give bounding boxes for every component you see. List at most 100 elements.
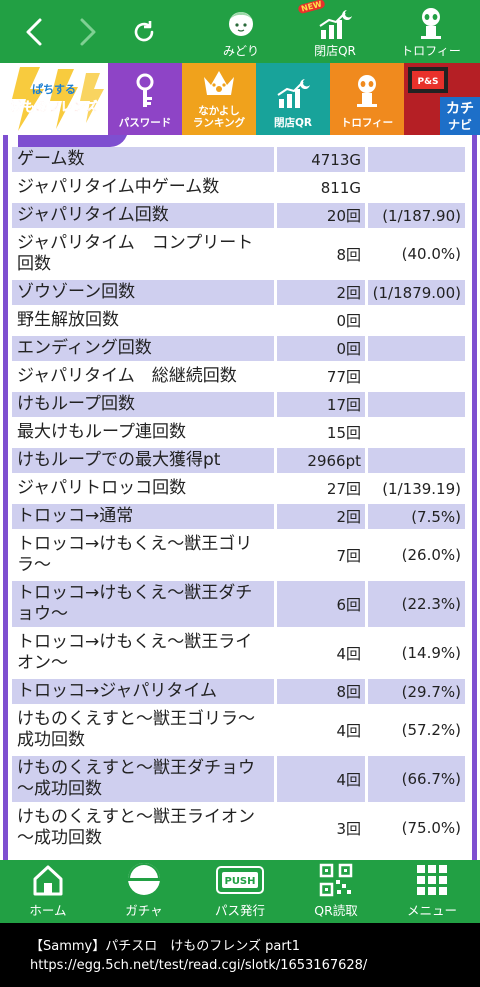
row-ratio [368, 336, 465, 361]
top-item-label: 閉店QR [314, 44, 356, 58]
row-label: 最大けもループ連回数 [12, 420, 274, 445]
table-row: ジャパリトロッコ回数 27回 (1/139.19) [12, 476, 468, 501]
row-value: 8回 [277, 231, 365, 277]
row-value: 27回 [277, 476, 365, 501]
row-label: ジャパリタイム 総継続回数 [12, 364, 274, 389]
row-label: 野生解放回数 [12, 308, 274, 333]
row-value: 4回 [277, 756, 365, 802]
nav-gacha[interactable]: ガチャ [96, 860, 192, 923]
menu-label: パスワード [118, 117, 172, 129]
nav-label: ホーム [29, 903, 67, 918]
row-ratio [368, 308, 465, 333]
svg-text:P&S: P&S [418, 77, 439, 87]
row-label: けものくえすと～獣王ゴリラ～成功回数 [12, 707, 274, 753]
table-row: ゾウゾーン回数 2回 (1/1879.00) [12, 280, 468, 305]
row-ratio: (22.3%) [368, 581, 465, 627]
row-ratio: (57.2%) [368, 707, 465, 753]
table-row: ジャパリタイム 総継続回数 77回 [12, 364, 468, 389]
top-item-label: みどり [222, 44, 259, 58]
qr-code-icon [319, 863, 353, 897]
top-item-trophy[interactable]: トロフィー [386, 4, 476, 60]
table-row: 最大けもループ連回数 15回 [12, 420, 468, 445]
row-label: トロッコ→通常 [12, 504, 274, 529]
row-ratio: (1/187.90) [368, 203, 465, 228]
nav-pass[interactable]: PUSH パス発行 [192, 860, 288, 923]
stats-table: ゲーム数 4713G ジャパリタイム中ゲーム数 811G ジャパリタイム回数 20回 (1/… [12, 147, 468, 854]
row-value: 2回 [277, 504, 365, 529]
forward-button[interactable] [68, 12, 108, 52]
chart-moon-icon [277, 79, 310, 108]
table-row: トロッコ→通常 2回 (7.5%) [12, 504, 468, 529]
section-header-tab [18, 135, 128, 147]
table-row: トロッコ→ジャパリタイム 8回 (29.7%) [12, 679, 468, 704]
menu-strip: ぱちする けものフレンズ パスワード なかよし ランキング [0, 63, 480, 135]
menu-grid-icon [417, 865, 447, 895]
svg-text:けものフレンズ: けものフレンズ [10, 99, 98, 114]
row-value: 8回 [277, 679, 365, 704]
menu-closing-qr[interactable]: 閉店QR [256, 63, 330, 135]
table-row: トロッコ→けもくえ～獣王ゴリラ～ 7回 (26.0%) [12, 532, 468, 578]
back-button[interactable] [14, 12, 54, 52]
table-row: けもループ回数 17回 [12, 392, 468, 417]
push-button-icon: PUSH [216, 866, 264, 894]
menu-password[interactable]: パスワード [108, 63, 182, 135]
game-logo[interactable]: ぱちする けものフレンズ [0, 63, 108, 135]
trophy-character-icon [357, 75, 377, 107]
table-row: けもループでの最大獲得pt 2966pt [12, 448, 468, 473]
chevron-right-icon [80, 18, 96, 46]
kemono-friends-logo-icon: ぱちする けものフレンズ [0, 63, 108, 135]
row-label: ジャパリトロッコ回数 [12, 476, 274, 501]
table-row: ジャパリタイム コンプリート回数 8回 (40.0%) [12, 231, 468, 277]
character-icon [229, 12, 253, 36]
row-value: 4回 [277, 630, 365, 676]
nav-qr-reader[interactable]: QR読取 [288, 860, 384, 923]
reload-button[interactable] [124, 12, 164, 52]
table-row: けものくえすと～獣王ゴリラ～成功回数 4回 (57.2%) [12, 707, 468, 753]
row-label: ゲーム数 [12, 147, 274, 172]
svg-text:ぱちする: ぱちする [32, 82, 76, 96]
row-ratio: (29.7%) [368, 679, 465, 704]
nav-label: ガチャ [125, 903, 163, 918]
top-item-label: トロフィー [401, 44, 461, 58]
row-label: ゾウゾーン回数 [12, 280, 274, 305]
nav-label: QR読取 [314, 903, 358, 918]
row-label: ジャパリタイム中ゲーム数 [12, 175, 274, 200]
svg-text:PUSH: PUSH [224, 876, 255, 887]
nav-home[interactable]: ホーム [0, 860, 96, 923]
caption-title: 【Sammy】パチスロ けものフレンズ part1 [30, 939, 301, 954]
row-label: けものくえすと～獣王ダチョウ～成功回数 [12, 756, 274, 802]
menu-trophy[interactable]: トロフィー [330, 63, 404, 135]
data-table-panel: ゲーム数 4713G ジャパリタイム中ゲーム数 811G ジャパリタイム回数 20回 (1/… [0, 135, 480, 860]
nav-menu[interactable]: メニュー [384, 860, 480, 923]
menu-kachinavi[interactable]: P&S カチ ナビ [404, 63, 480, 135]
row-value: 4回 [277, 707, 365, 753]
menu-label: トロフィー [340, 117, 394, 129]
table-row: エンディング回数 0回 [12, 336, 468, 361]
svg-text:ナビ: ナビ [448, 117, 472, 132]
row-ratio: (66.7%) [368, 756, 465, 802]
chevron-left-icon [26, 18, 42, 46]
row-ratio [368, 147, 465, 172]
nav-label: メニュー [406, 903, 457, 918]
menu-label: なかよし ランキング [192, 105, 246, 129]
nav-label: パス発行 [214, 903, 265, 918]
table-row: けものくえすと～獣王ライオン～成功回数 3回 (75.0%) [12, 805, 468, 851]
row-label: エンディング回数 [12, 336, 274, 361]
row-value: 20回 [277, 203, 365, 228]
row-label: トロッコ→ジャパリタイム [12, 679, 274, 704]
menu-ranking[interactable]: なかよし ランキング [182, 63, 256, 135]
top-bar: みどり NEW 閉店QR トロフィー [0, 0, 480, 63]
row-ratio [368, 420, 465, 445]
top-item-midori[interactable]: みどり [196, 4, 286, 60]
row-value: 2回 [277, 280, 365, 305]
table-row: 野生解放回数 0回 [12, 308, 468, 333]
top-item-closing-qr[interactable]: NEW 閉店QR [290, 0, 380, 60]
menu-label: 閉店QR [273, 117, 312, 129]
row-label: けもループ回数 [12, 392, 274, 417]
reload-icon [134, 21, 154, 42]
row-value: 15回 [277, 420, 365, 445]
row-ratio [368, 364, 465, 389]
row-value: 0回 [277, 336, 365, 361]
row-ratio: (1/1879.00) [368, 280, 465, 305]
row-ratio: (40.0%) [368, 231, 465, 277]
